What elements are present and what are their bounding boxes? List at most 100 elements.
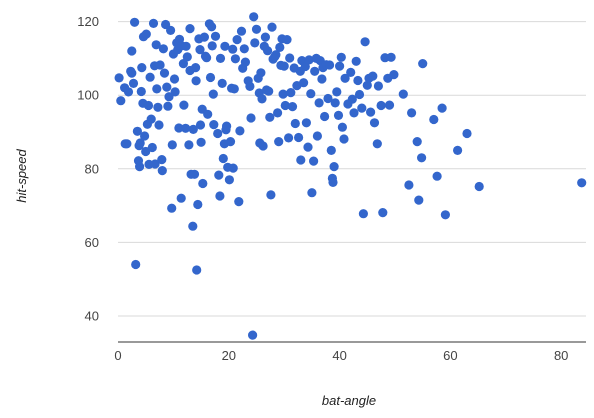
- x-tick-label: 60: [443, 348, 457, 363]
- data-point: [404, 180, 414, 190]
- data-point: [275, 42, 285, 53]
- data-point: [335, 61, 345, 71]
- data-point: [284, 133, 294, 143]
- data-point: [122, 139, 132, 149]
- data-point: [228, 163, 238, 173]
- data-point: [162, 82, 172, 92]
- data-point: [440, 210, 450, 220]
- data-point: [353, 75, 363, 86]
- data-point: [174, 123, 184, 133]
- data-point: [306, 89, 316, 99]
- x-tick-label: 0: [114, 348, 121, 363]
- data-point: [127, 68, 137, 78]
- data-point: [157, 166, 167, 176]
- data-point: [248, 330, 258, 340]
- data-point: [205, 72, 216, 83]
- data-point: [285, 53, 295, 63]
- data-point: [267, 22, 277, 32]
- data-point: [137, 63, 147, 73]
- data-point: [179, 100, 189, 110]
- data-point: [169, 74, 180, 84]
- data-point: [274, 137, 284, 147]
- data-point: [158, 44, 168, 54]
- data-point: [217, 78, 227, 88]
- x-tick-label: 40: [332, 348, 346, 363]
- data-point: [185, 24, 195, 34]
- data-point: [209, 120, 219, 130]
- data-point: [273, 108, 283, 118]
- data-point: [123, 87, 134, 97]
- data-point: [309, 156, 319, 166]
- data-point: [314, 98, 324, 108]
- data-point: [135, 162, 145, 172]
- x-tick-label: 80: [554, 348, 568, 363]
- y-tick-label: 40: [85, 309, 99, 324]
- data-point: [326, 145, 336, 155]
- data-point: [286, 88, 296, 98]
- data-point: [127, 46, 137, 56]
- data-point: [372, 139, 382, 149]
- data-point: [191, 63, 201, 73]
- data-point: [159, 68, 170, 78]
- data-point: [208, 89, 218, 99]
- data-point: [245, 81, 255, 91]
- data-point: [229, 84, 239, 94]
- x-axis-title: bat-angle: [322, 393, 376, 408]
- data-point: [114, 73, 124, 83]
- data-point: [157, 155, 167, 165]
- data-point: [240, 57, 250, 67]
- data-point: [366, 107, 376, 117]
- data-point: [260, 32, 270, 42]
- data-point: [303, 142, 313, 152]
- data-point: [429, 114, 439, 125]
- data-point: [328, 177, 338, 187]
- data-point: [150, 159, 160, 169]
- data-point: [215, 191, 225, 201]
- y-axis-title: hit-speed: [14, 148, 29, 202]
- data-point: [417, 153, 427, 163]
- data-point: [210, 31, 221, 41]
- data-point: [282, 35, 292, 45]
- data-point: [235, 126, 245, 136]
- data-point: [207, 41, 217, 51]
- y-tick-label: 120: [77, 14, 99, 29]
- data-point: [351, 56, 361, 66]
- data-point: [340, 73, 350, 83]
- y-tick-labels: 40 60 80 100 120: [77, 14, 99, 323]
- data-point: [131, 259, 141, 270]
- data-point: [304, 55, 314, 65]
- data-point: [290, 118, 300, 129]
- data-point: [362, 80, 372, 90]
- data-point: [257, 94, 267, 104]
- data-points: [114, 12, 587, 340]
- data-point: [195, 120, 206, 130]
- data-point: [148, 18, 159, 28]
- data-point: [577, 178, 587, 188]
- data-point: [222, 121, 232, 131]
- data-point: [330, 98, 340, 108]
- data-point: [225, 137, 236, 147]
- data-point: [299, 78, 309, 88]
- data-point: [287, 102, 298, 112]
- data-point: [151, 40, 161, 50]
- data-point: [228, 44, 238, 54]
- data-point: [130, 17, 140, 27]
- data-point: [384, 100, 395, 110]
- data-point: [336, 52, 346, 62]
- data-point: [188, 221, 198, 231]
- data-point: [128, 78, 139, 88]
- data-point: [294, 132, 304, 143]
- data-point: [198, 178, 208, 189]
- data-point: [266, 190, 276, 200]
- data-point: [453, 145, 463, 155]
- data-point: [167, 203, 177, 213]
- gridlines: [118, 21, 586, 343]
- data-point: [264, 86, 274, 96]
- data-point: [236, 26, 247, 36]
- data-point: [196, 137, 206, 147]
- data-point: [301, 118, 311, 128]
- data-point: [232, 35, 242, 45]
- data-point: [271, 50, 281, 60]
- data-point: [373, 81, 383, 91]
